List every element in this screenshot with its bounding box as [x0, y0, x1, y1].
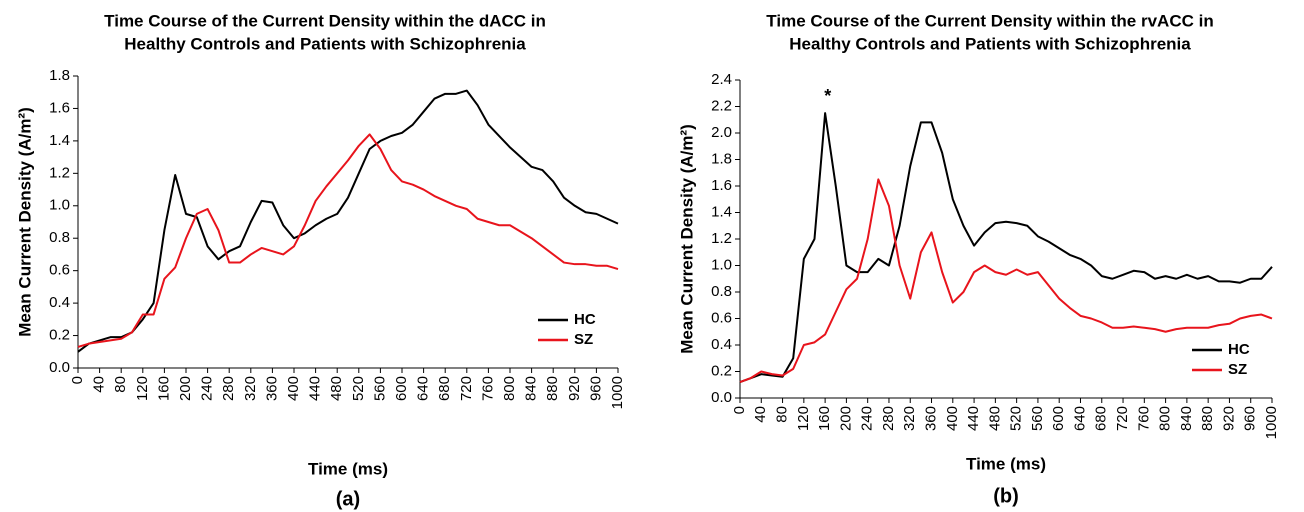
legend-label: SZ — [1228, 361, 1247, 378]
data-line — [739, 178, 1273, 384]
x-tick-label: 680 — [436, 376, 453, 401]
x-tick-label: 280 — [880, 406, 897, 431]
x-tick-label: 880 — [1199, 406, 1216, 431]
y-axis-label: Mean Current Density (A/m²) — [677, 124, 696, 354]
x-tick-label: 640 — [415, 376, 432, 401]
x-tick-label: 400 — [944, 406, 961, 431]
x-tick-label: 880 — [544, 376, 561, 401]
y-tick-label: 1.4 — [49, 132, 70, 149]
y-tick-label: 2.2 — [711, 97, 732, 114]
x-tick-label: 960 — [587, 376, 604, 401]
y-tick-label: 1.4 — [711, 203, 732, 220]
y-tick-label: 1.6 — [49, 99, 70, 116]
y-axis-label: Mean Current Density (A/m²) — [15, 107, 34, 337]
x-tick-label: 600 — [1050, 406, 1067, 431]
y-tick-label: 1.2 — [49, 164, 70, 181]
x-tick-label: 1000 — [1263, 406, 1280, 439]
x-tick-label: 760 — [479, 376, 496, 401]
x-tick-label: 920 — [1220, 406, 1237, 431]
y-tick-label: 0.4 — [711, 336, 732, 353]
y-tick-label: 0.2 — [49, 327, 70, 344]
y-tick-label: 1.6 — [711, 177, 732, 194]
x-tick-label: 120 — [795, 406, 812, 431]
y-tick-label: 0.8 — [711, 283, 732, 300]
x-tick-label: 0 — [731, 406, 748, 414]
x-tick-label: 1000 — [609, 376, 626, 409]
x-tick-label: 120 — [134, 376, 151, 401]
y-tick-label: 1.2 — [711, 230, 732, 247]
panel-caption: (a) — [336, 488, 360, 510]
x-tick-label: 520 — [1008, 406, 1025, 431]
y-tick-label: 1.0 — [711, 256, 732, 273]
chart-title: Time Course of the Current Density withi… — [104, 11, 546, 30]
x-tick-label: 440 — [307, 376, 324, 401]
data-line — [739, 112, 1273, 384]
x-tick-label: 240 — [859, 406, 876, 431]
x-tick-label: 600 — [393, 376, 410, 401]
y-tick-label: 2.0 — [711, 124, 732, 141]
x-tick-label: 80 — [112, 376, 129, 393]
x-tick-label: 0 — [69, 376, 86, 384]
y-tick-label: 0.6 — [49, 262, 70, 279]
legend-label: HC — [574, 311, 596, 328]
x-tick-label: 160 — [155, 376, 172, 401]
y-tick-label: 2.4 — [711, 71, 732, 88]
y-tick-label: 0.0 — [49, 359, 70, 376]
y-tick-label: 0.4 — [49, 294, 70, 311]
y-tick-label: 1.8 — [711, 150, 732, 167]
chart-title: Time Course of the Current Density withi… — [766, 11, 1213, 30]
legend-label: SZ — [574, 331, 593, 348]
x-tick-label: 80 — [774, 406, 791, 423]
y-tick-label: 1.8 — [49, 67, 70, 84]
x-tick-label: 40 — [91, 376, 108, 393]
x-tick-label: 320 — [242, 376, 259, 401]
x-tick-label: 680 — [1093, 406, 1110, 431]
x-tick-label: 400 — [285, 376, 302, 401]
y-tick-label: 0.0 — [711, 389, 732, 406]
chart-title: Healthy Controls and Patients with Schiz… — [789, 34, 1191, 53]
x-tick-label: 360 — [263, 376, 280, 401]
x-tick-label: 960 — [1242, 406, 1259, 431]
y-tick-label: 0.2 — [711, 362, 732, 379]
y-tick-label: 0.6 — [711, 309, 732, 326]
x-tick-label: 160 — [816, 406, 833, 431]
data-line — [77, 133, 619, 348]
x-tick-label: 920 — [566, 376, 583, 401]
x-tick-label: 480 — [986, 406, 1003, 431]
x-tick-label: 480 — [328, 376, 345, 401]
x-tick-label: 320 — [901, 406, 918, 431]
x-tick-label: 800 — [501, 376, 518, 401]
x-tick-label: 640 — [1071, 406, 1088, 431]
annotation: * — [824, 86, 831, 106]
x-tick-label: 840 — [523, 376, 540, 401]
x-tick-label: 560 — [371, 376, 388, 401]
x-tick-label: 720 — [458, 376, 475, 401]
x-axis-label: Time (ms) — [966, 454, 1046, 473]
x-tick-label: 760 — [1135, 406, 1152, 431]
x-tick-label: 240 — [199, 376, 216, 401]
x-axis-label: Time (ms) — [308, 459, 388, 478]
legend-label: HC — [1228, 341, 1250, 358]
chart-title: Healthy Controls and Patients with Schiz… — [124, 34, 526, 53]
panel-caption: (b) — [993, 485, 1019, 507]
x-tick-label: 560 — [1029, 406, 1046, 431]
x-tick-label: 800 — [1157, 406, 1174, 431]
y-tick-label: 0.8 — [49, 229, 70, 246]
x-tick-label: 440 — [965, 406, 982, 431]
x-tick-label: 280 — [220, 376, 237, 401]
x-tick-label: 720 — [1114, 406, 1131, 431]
data-line — [77, 89, 619, 353]
x-tick-label: 40 — [752, 406, 769, 423]
y-tick-label: 1.0 — [49, 197, 70, 214]
x-tick-label: 520 — [350, 376, 367, 401]
x-tick-label: 200 — [837, 406, 854, 431]
x-tick-label: 200 — [177, 376, 194, 401]
x-tick-label: 360 — [922, 406, 939, 431]
x-tick-label: 840 — [1178, 406, 1195, 431]
